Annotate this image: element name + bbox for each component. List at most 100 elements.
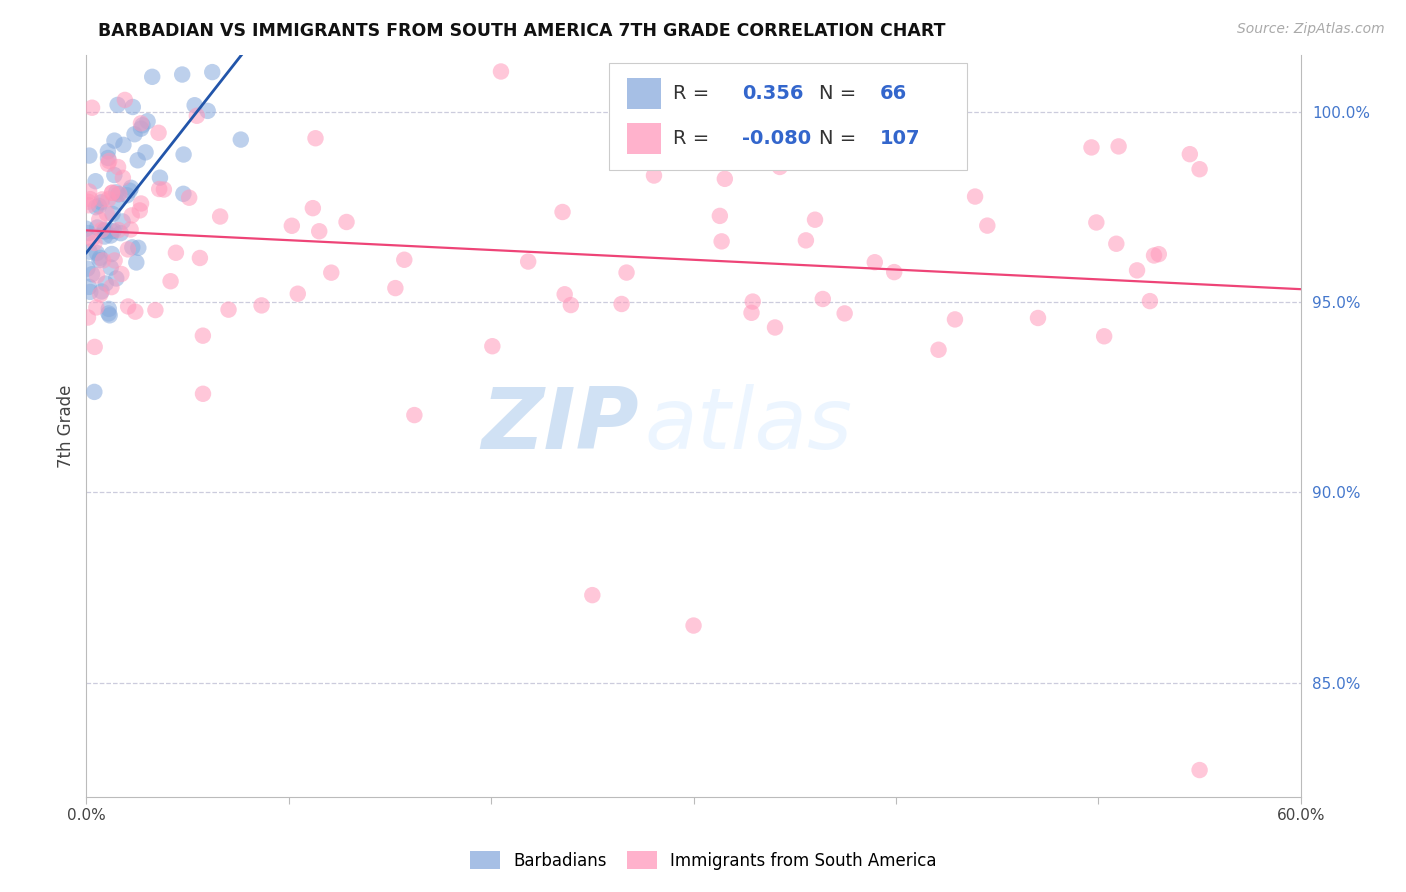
- Point: [794, 233, 817, 247]
- Point: [394, 252, 416, 267]
- Point: [110, 267, 132, 281]
- Point: [172, 186, 194, 201]
- Point: [928, 343, 950, 357]
- Point: [107, 187, 129, 202]
- Point: [89, 253, 111, 268]
- Text: R =: R =: [673, 128, 716, 148]
- Legend: Barbadians, Immigrants from South America: Barbadians, Immigrants from South Americ…: [463, 845, 943, 877]
- Point: [281, 219, 304, 233]
- FancyBboxPatch shape: [609, 62, 967, 170]
- Point: [84, 200, 107, 214]
- Point: [91, 253, 114, 268]
- Point: [1105, 236, 1128, 251]
- Point: [127, 153, 149, 168]
- Text: ZIP: ZIP: [481, 384, 638, 467]
- Point: [191, 386, 214, 401]
- Point: [94, 277, 117, 291]
- Point: [79, 148, 101, 162]
- Text: 0.356: 0.356: [742, 84, 804, 103]
- Point: [1178, 147, 1201, 161]
- Point: [1108, 139, 1130, 153]
- Point: [172, 68, 194, 82]
- Point: [108, 186, 131, 201]
- Point: [834, 306, 856, 320]
- Point: [1188, 763, 1211, 777]
- Point: [136, 114, 159, 128]
- Point: [1092, 329, 1115, 343]
- Text: atlas: atlas: [645, 384, 853, 467]
- Point: [93, 224, 115, 238]
- Point: [145, 303, 167, 318]
- Point: [560, 298, 582, 312]
- Point: [103, 168, 125, 182]
- Point: [90, 223, 112, 237]
- Point: [75, 221, 97, 235]
- Point: [117, 243, 139, 257]
- Point: [89, 251, 111, 265]
- FancyBboxPatch shape: [627, 78, 661, 110]
- Text: BARBADIAN VS IMMIGRANTS FROM SOUTH AMERICA 7TH GRADE CORRELATION CHART: BARBADIAN VS IMMIGRANTS FROM SOUTH AMERI…: [98, 22, 946, 40]
- Point: [616, 266, 638, 280]
- Point: [818, 139, 841, 153]
- Point: [90, 285, 112, 299]
- Point: [82, 232, 104, 246]
- FancyBboxPatch shape: [627, 122, 661, 153]
- Point: [179, 191, 201, 205]
- Point: [124, 127, 146, 141]
- Point: [763, 320, 786, 334]
- Point: [110, 226, 132, 240]
- Point: [218, 302, 240, 317]
- Point: [97, 306, 120, 320]
- Point: [302, 201, 325, 215]
- Point: [77, 310, 100, 325]
- Text: 107: 107: [879, 128, 920, 148]
- Point: [554, 287, 576, 301]
- Point: [287, 286, 309, 301]
- Point: [159, 274, 181, 288]
- Point: [131, 118, 153, 132]
- Point: [101, 186, 124, 200]
- Point: [965, 189, 987, 203]
- Point: [197, 103, 219, 118]
- Point: [183, 98, 205, 112]
- Point: [98, 153, 121, 168]
- Point: [101, 186, 124, 200]
- Point: [188, 251, 211, 265]
- Point: [612, 118, 634, 132]
- Point: [149, 170, 172, 185]
- Point: [714, 171, 737, 186]
- Point: [111, 170, 134, 185]
- Point: [308, 224, 330, 238]
- Point: [384, 281, 406, 295]
- Point: [107, 160, 129, 174]
- Point: [97, 151, 120, 165]
- Point: [100, 280, 122, 294]
- Point: [740, 306, 762, 320]
- Point: [141, 70, 163, 84]
- Point: [86, 246, 108, 260]
- Point: [883, 265, 905, 279]
- Point: [114, 93, 136, 107]
- Point: [112, 137, 135, 152]
- Point: [643, 169, 665, 183]
- Point: [863, 255, 886, 269]
- Point: [201, 65, 224, 79]
- Point: [148, 126, 170, 140]
- Point: [1139, 294, 1161, 309]
- Point: [610, 297, 633, 311]
- Point: [97, 145, 120, 159]
- Point: [117, 300, 139, 314]
- Point: [682, 618, 704, 632]
- Point: [111, 214, 134, 228]
- Point: [89, 212, 111, 227]
- Point: [86, 268, 108, 283]
- Point: [811, 292, 834, 306]
- Point: [741, 294, 763, 309]
- Point: [229, 132, 252, 146]
- Text: N =: N =: [818, 84, 862, 103]
- Point: [121, 100, 143, 114]
- Point: [77, 194, 100, 209]
- Point: [125, 255, 148, 269]
- Point: [128, 203, 150, 218]
- Point: [209, 210, 232, 224]
